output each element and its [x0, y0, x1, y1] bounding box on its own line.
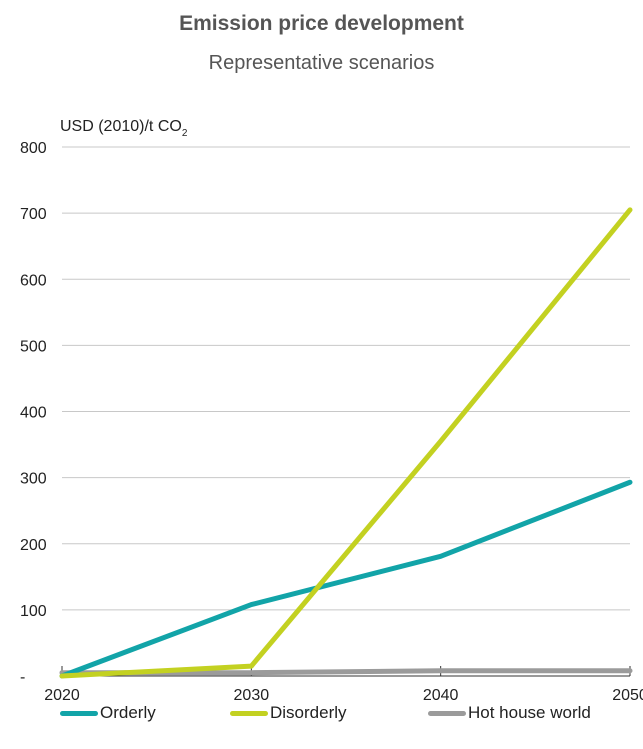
legend-label: Disorderly — [270, 703, 347, 722]
x-tick-label: 2040 — [423, 687, 459, 704]
y-tick-label: - — [20, 669, 25, 686]
y-tick-label: 300 — [20, 471, 47, 488]
y-axis-label: USD (2010)/t CO2 — [60, 118, 188, 139]
y-tick-label: 200 — [20, 537, 47, 554]
x-tick-label: 2030 — [234, 687, 270, 704]
legend-item-hot-house-world: Hot house world — [428, 703, 591, 723]
y-tick-label: 800 — [20, 140, 47, 157]
legend-item-orderly: Orderly — [60, 703, 156, 723]
y-tick-label: 100 — [20, 603, 47, 620]
y-tick-label: 600 — [20, 272, 47, 289]
series-line-disorderly — [59, 207, 633, 679]
legend-label: Hot house world — [468, 703, 591, 722]
x-tick-label: 2050 — [612, 687, 643, 704]
legend-label: Orderly — [100, 703, 156, 722]
legend: Orderly Disorderly Hot house world — [0, 703, 643, 733]
y-tick-label: 400 — [20, 405, 47, 422]
chart-title: Emission price development — [179, 12, 464, 35]
legend-swatch — [230, 710, 268, 716]
y-tick-label: 500 — [20, 338, 47, 355]
legend-swatch — [60, 710, 98, 716]
x-tick-label: 2020 — [44, 687, 80, 704]
legend-swatch — [428, 710, 466, 716]
chart-subtitle: Representative scenarios — [208, 52, 435, 74]
y-tick-label: 700 — [20, 206, 47, 223]
series-line-orderly — [59, 479, 633, 679]
legend-item-disorderly: Disorderly — [230, 703, 347, 723]
